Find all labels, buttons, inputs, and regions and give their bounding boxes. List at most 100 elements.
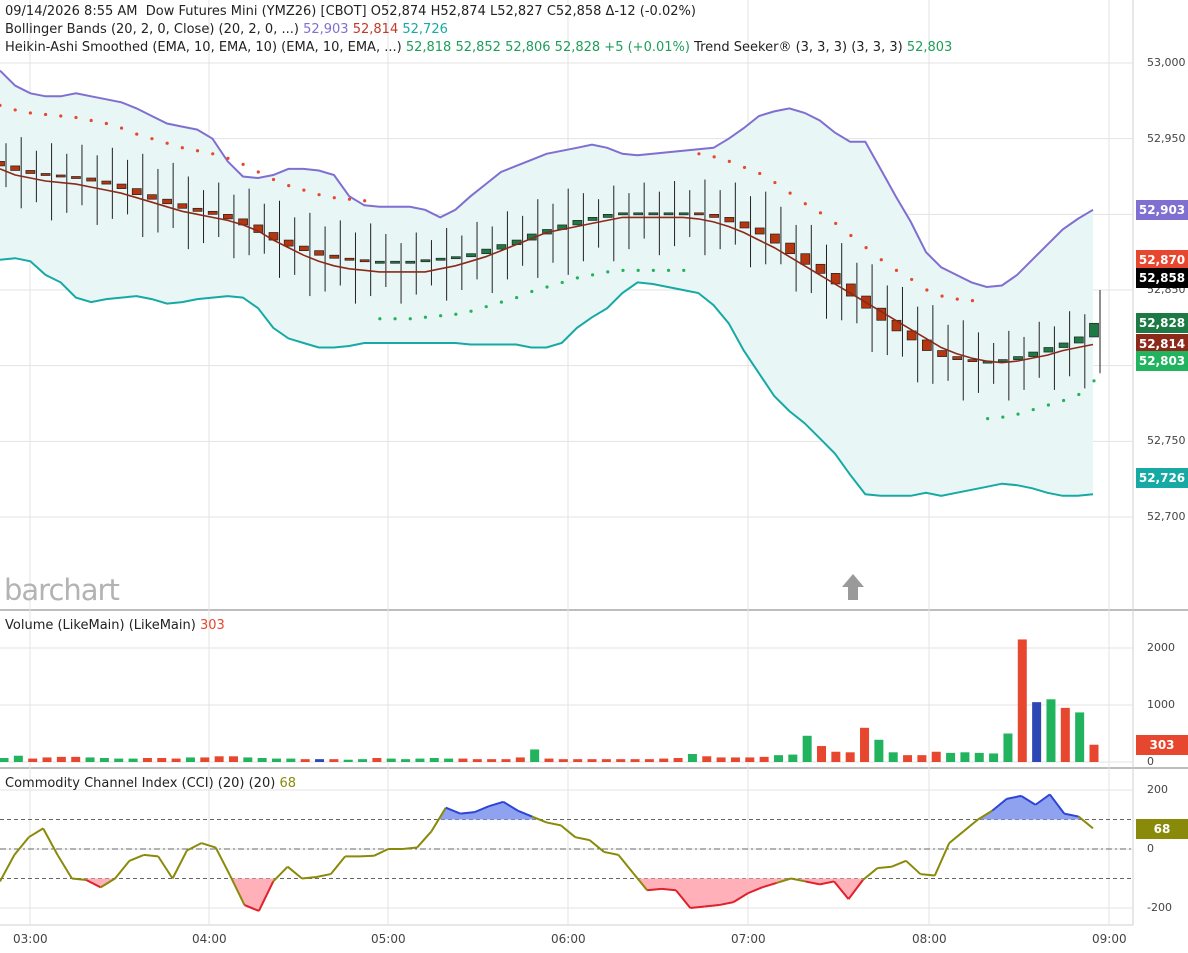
time-tick-label: 09:00 xyxy=(1092,932,1127,946)
volume-bar xyxy=(429,758,439,762)
volume-bar xyxy=(444,758,454,762)
volume-bar xyxy=(587,759,597,762)
cci-line-segment xyxy=(214,847,231,877)
trend-seeker-dot xyxy=(1016,412,1020,416)
cci-line-segment xyxy=(647,887,662,892)
trend-seeker-dot xyxy=(317,193,321,197)
trend-seeker-dot xyxy=(818,211,823,215)
trend-seeker-dot xyxy=(651,268,655,272)
trend-seeker-dot xyxy=(271,177,276,182)
cci-line-segment xyxy=(1077,815,1094,830)
volume-bar xyxy=(228,756,238,762)
cci-tick-label: 0 xyxy=(1147,842,1154,855)
volume-bar xyxy=(730,757,740,762)
time-tick-label: 03:00 xyxy=(13,932,48,946)
cci-oversold-fill xyxy=(0,878,865,911)
trend-seeker-dot xyxy=(89,118,93,123)
volume-bar xyxy=(1060,707,1070,762)
cci-line-segment xyxy=(229,875,246,906)
ha-candle xyxy=(937,350,947,357)
volume-bar xyxy=(71,756,81,762)
ha-candle xyxy=(1028,351,1039,357)
cci-line-segment xyxy=(71,877,87,881)
cci-line-segment xyxy=(517,809,533,818)
trend-seeker-dot xyxy=(560,280,564,285)
barchart-logo: barchart xyxy=(4,573,120,607)
volume-bar xyxy=(329,759,339,762)
cci-line-segment xyxy=(56,854,73,880)
volume-tick-label: 1000 xyxy=(1147,698,1175,711)
ha-candle xyxy=(147,194,157,200)
ha-candle xyxy=(602,213,613,218)
header-datetime: 09/14/2026 8:55 AM xyxy=(5,4,138,19)
bollinger-band-fill xyxy=(0,70,1093,496)
trend-seeker-dot xyxy=(302,188,306,192)
ha-label: Heikin-Ashi Smoothed (EMA, 10, EMA, 10) … xyxy=(5,40,402,55)
volume-bar xyxy=(1046,699,1056,762)
ha-candle xyxy=(952,356,963,360)
bollinger-fill xyxy=(0,70,1093,496)
volume-bar xyxy=(99,758,109,762)
trend-seeker-dot xyxy=(879,258,883,262)
price-tick-label: 52,950 xyxy=(1147,131,1186,145)
cci-line-segment xyxy=(129,853,145,862)
trend-seeker-dot xyxy=(119,126,124,130)
trend-seeker-dot xyxy=(773,180,777,185)
cci-tick-label: -200 xyxy=(1147,901,1172,914)
volume-bar xyxy=(243,757,253,762)
ha-candle xyxy=(116,183,127,189)
trend-seeker-dot xyxy=(758,171,762,176)
volume-bar xyxy=(1089,744,1099,762)
trend-seeker-dot xyxy=(408,317,412,321)
trend-seeker-dot xyxy=(135,132,139,136)
trend-seeker-dot xyxy=(165,141,169,145)
trend-seeker-dot xyxy=(211,152,215,156)
trend-seeker-dot xyxy=(682,268,686,272)
trend-seeker-dot xyxy=(28,111,32,115)
ha-candle xyxy=(815,263,826,274)
volume-bar xyxy=(128,758,138,762)
volume-bar xyxy=(515,757,525,762)
ha-candle xyxy=(40,173,51,176)
time-tick-label: 08:00 xyxy=(912,932,947,946)
cci-line-segment xyxy=(445,806,461,815)
volume-bar xyxy=(286,758,296,762)
ha-candle xyxy=(405,260,416,264)
trend-seeker-dot xyxy=(150,137,154,141)
cci-line-segment xyxy=(114,860,131,880)
trend-seeker-dots xyxy=(0,103,1096,421)
cci-line-segment xyxy=(1020,795,1036,806)
ha-candle xyxy=(10,165,21,171)
ha-candle xyxy=(192,207,203,212)
volume-bar xyxy=(773,755,783,762)
cci-line-segment xyxy=(402,846,418,850)
cci-line-segment xyxy=(747,886,763,895)
volume-bar xyxy=(544,758,554,762)
ha-candle xyxy=(466,253,476,258)
cci-line-segment xyxy=(430,807,447,832)
volume-bar xyxy=(888,752,898,762)
cci-label: Commodity Channel Index (CCI) (20) (20) xyxy=(5,776,276,791)
ha-candle xyxy=(770,233,780,244)
trend-seeker-dot xyxy=(195,149,200,153)
cci-line-segment xyxy=(502,800,519,812)
volume-bar xyxy=(931,751,941,762)
cci-line-segment xyxy=(1006,794,1022,800)
trend-seeker-dot xyxy=(378,317,382,321)
cci-line-segment xyxy=(0,854,16,882)
price-tag: 52,828 xyxy=(1136,313,1188,334)
cci-line-segment xyxy=(833,880,850,900)
trend-seeker-dot xyxy=(621,268,625,272)
volume-bar xyxy=(85,757,95,762)
ha-candle xyxy=(1043,347,1054,353)
volume-bar xyxy=(157,758,167,762)
cci-line-segment xyxy=(718,901,734,907)
trend-seeker-dot xyxy=(439,314,443,318)
trend-seeker-dot xyxy=(1092,379,1096,383)
ha-candle xyxy=(390,260,400,264)
ha-candle xyxy=(420,259,431,263)
cci-line-segment xyxy=(675,889,692,909)
volume-tick-label: 2000 xyxy=(1147,641,1175,654)
cci-line-segment xyxy=(272,866,289,883)
